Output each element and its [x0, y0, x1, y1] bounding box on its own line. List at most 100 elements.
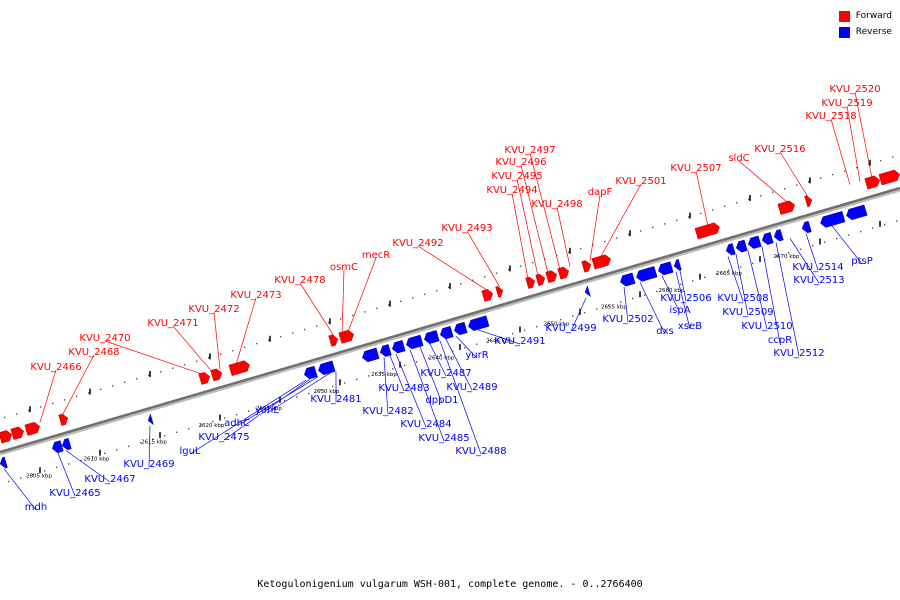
- leader-line: [516, 178, 539, 277]
- tick-dot: [140, 442, 142, 444]
- reverse-gene-arrow: [725, 243, 736, 256]
- tick-dot: [256, 342, 258, 345]
- reverse-gene-arrow: [673, 259, 682, 271]
- tick-dot: [424, 293, 426, 296]
- tick-dot: [40, 406, 42, 408]
- tick-dot: [8, 480, 10, 483]
- reverse-gene-label: KVU_2484: [400, 419, 451, 430]
- leader-line: [727, 256, 744, 302]
- reverse-gene-label: mdh: [25, 502, 47, 513]
- reverse-gene-label: KVU_2482: [362, 406, 413, 417]
- tick-dot: [752, 262, 754, 264]
- reverse-gene-label: KVU_2512: [773, 348, 824, 359]
- tick-dot: [808, 180, 810, 183]
- tick-dot: [244, 346, 246, 348]
- tick-dot: [464, 347, 466, 349]
- legend-reverse-label: Reverse: [855, 27, 892, 37]
- forward-gene-label: KVU_2498: [531, 199, 582, 210]
- tick-dot: [596, 308, 598, 310]
- leader-line: [520, 164, 549, 274]
- reverse-gene-arrow: [468, 315, 490, 331]
- tick-dot: [196, 360, 198, 362]
- tick-dot: [304, 328, 306, 331]
- reverse-gene-label: dxs: [656, 326, 673, 337]
- leader-line: [57, 452, 76, 497]
- forward-gene-label: KVU_2478: [274, 275, 325, 286]
- reverse-gene-arrow: [304, 365, 318, 380]
- tick-dot: [844, 170, 846, 172]
- tick-dot: [4, 416, 6, 419]
- forward-gene-label: KVU_2497: [504, 145, 555, 156]
- tick-dot: [680, 283, 682, 286]
- forward-gene-arrow: [495, 286, 504, 298]
- forward-gene-label: KVU_2468: [68, 347, 119, 358]
- forward-gene-label: KVU_2492: [392, 238, 443, 249]
- reverse-gene-arrow: [440, 325, 454, 340]
- leader-line: [429, 343, 447, 377]
- tick-dot: [788, 252, 790, 254]
- forward-gene-label: KVU_2519: [821, 98, 872, 109]
- tick-dot: [184, 364, 186, 366]
- tick-dot: [604, 240, 606, 243]
- tick-dot: [652, 226, 654, 229]
- leader-line: [235, 297, 257, 365]
- leader-line: [61, 354, 95, 416]
- tick-dot: [248, 410, 250, 412]
- tick-dot: [428, 357, 430, 360]
- tick-dot: [188, 428, 190, 430]
- reverse-gene-label: KVU_2489: [446, 382, 497, 393]
- leader-line: [789, 238, 820, 284]
- tick-dot: [412, 297, 414, 299]
- tick-dot: [388, 304, 390, 306]
- reverse-gene-arrow: [773, 229, 784, 242]
- forward-gene-arrow: [591, 254, 611, 270]
- tick-dot: [572, 315, 574, 317]
- tick-dot: [524, 329, 526, 331]
- tick-dot: [512, 332, 514, 335]
- tick-dot: [364, 311, 366, 313]
- tick-dot: [92, 456, 94, 458]
- tick-dot: [28, 409, 30, 412]
- leader-line: [389, 355, 405, 392]
- scale-label: 2615 kbp: [141, 440, 167, 446]
- leader-line: [761, 246, 781, 344]
- reverse-gene-label: KVU_2508: [717, 293, 768, 304]
- forward-gene-label: KVU_2466: [30, 362, 81, 373]
- leader-line: [39, 369, 57, 423]
- tick-dot: [688, 216, 690, 218]
- tick-dot: [748, 198, 750, 200]
- reverse-gene-label: KVU_2487: [420, 368, 471, 379]
- tick-dot: [784, 188, 786, 190]
- leader-line: [189, 379, 307, 455]
- tick-dot: [352, 314, 354, 317]
- tick-dot: [848, 234, 850, 236]
- reverse-gene-arrow: [584, 285, 591, 298]
- tick-dot: [268, 339, 270, 341]
- tick-dot: [796, 184, 798, 186]
- scale-label: 2655 kbp: [601, 305, 627, 311]
- tick-dot: [164, 435, 166, 437]
- tick-dot: [460, 283, 462, 285]
- forward-gene-arrow: [210, 368, 223, 382]
- forward-gene-arrow: [10, 426, 24, 440]
- forward-swatch: [838, 10, 850, 22]
- scale-label: 2610 kbp: [84, 457, 110, 463]
- forward-gene-label: KVU_2493: [441, 223, 492, 234]
- leader-line: [556, 206, 571, 267]
- reverse-gene-arrow: [147, 413, 154, 426]
- reverse-gene-label: adhC: [224, 418, 250, 429]
- reverse-gene-label: KVU_2488: [455, 446, 506, 457]
- genome-axis-shadow: [0, 188, 900, 456]
- leader-line: [341, 269, 345, 334]
- leader-line: [599, 183, 642, 259]
- legend-forward: Forward: [838, 8, 892, 24]
- tick-dot: [724, 205, 726, 208]
- scale-label: 2665 kbp: [716, 271, 742, 277]
- reverse-gene-label: xseB: [678, 321, 702, 332]
- scale-label: 2640 kbp: [429, 355, 455, 361]
- tick-dot: [88, 392, 90, 394]
- tick-dot: [172, 367, 174, 369]
- reverse-gene-label: KVU_2502: [602, 314, 653, 325]
- forward-gene-arrow: [804, 195, 813, 208]
- reverse-gene-label: KVU_2469: [123, 459, 174, 470]
